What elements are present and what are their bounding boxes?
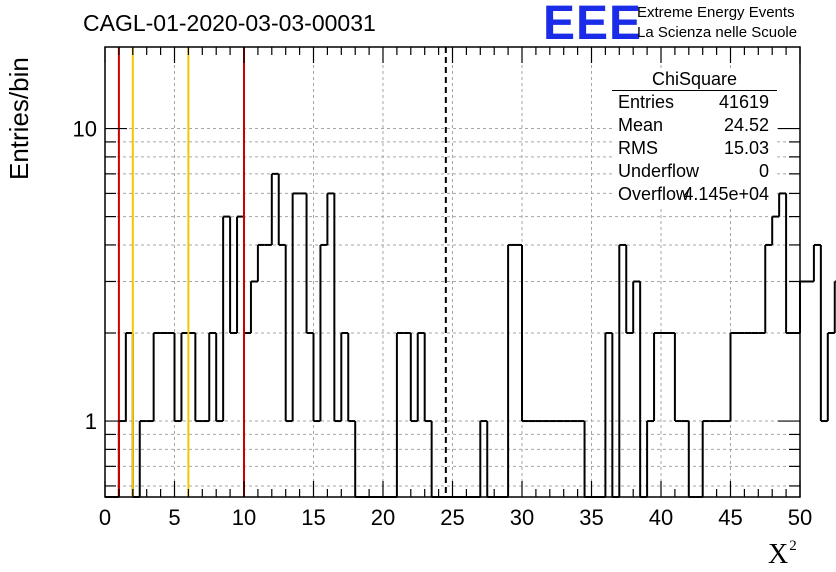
x-tick-label: 40 [649,505,673,530]
x-tick-label: 20 [371,505,395,530]
x-tick-label: 35 [579,505,603,530]
x-tick-label: 50 [788,505,812,530]
stats-value: 4.145e+04 [683,184,769,204]
stats-row-entries: Entries 41619 [618,92,769,114]
y-axis-label: Entries/bin [4,57,34,180]
stats-row-rms: RMS 15.03 [618,138,769,160]
x-tick-label: 15 [301,505,325,530]
y-tick-label: 1 [85,409,97,434]
stats-divider [612,90,777,91]
stats-row-mean: Mean 24.52 [618,115,769,137]
x-tick-label: 45 [718,505,742,530]
eee-logo: EEE [543,0,643,50]
logo-line-1: Extreme Energy Events [637,4,795,21]
stats-value: 0 [758,161,769,181]
stats-value: 15.03 [723,138,769,158]
x-tick-label: 0 [99,505,111,530]
x-tick-label: 25 [440,505,464,530]
stats-box: ChiSquare Entries 41619 Mean 24.52 RMS 1… [612,68,777,206]
stats-title: ChiSquare [651,69,738,89]
x-axis-label-sup: 2 [789,538,797,554]
stats-label: Overflow [618,184,690,204]
stats-label: Mean [618,115,664,135]
stats-row-overflow: Overflow 4.145e+04 [618,184,769,206]
histogram-bars [105,172,836,498]
stats-value: 41619 [718,92,769,112]
stats-label: RMS [618,138,658,158]
stats-value: 24.52 [723,115,769,135]
chart-title: CAGL-01-2020-03-03-00031 [83,10,376,36]
logo-line-2: La Scienza nelle Scuole [637,24,798,41]
x-axis-label-base: X [768,539,789,570]
stats-row-underflow: Underflow 0 [618,161,769,183]
x-tick-label: 5 [168,505,180,530]
stats-label: Underflow [618,161,700,181]
stats-label: Entries [618,92,675,112]
x-tick-label: 10 [232,505,256,530]
axis-ticks [104,47,801,497]
x-tick-label: 30 [510,505,534,530]
x-axis-label: X2 [768,538,797,571]
y-tick-label: 10 [73,117,97,142]
reference-lines [117,47,447,497]
